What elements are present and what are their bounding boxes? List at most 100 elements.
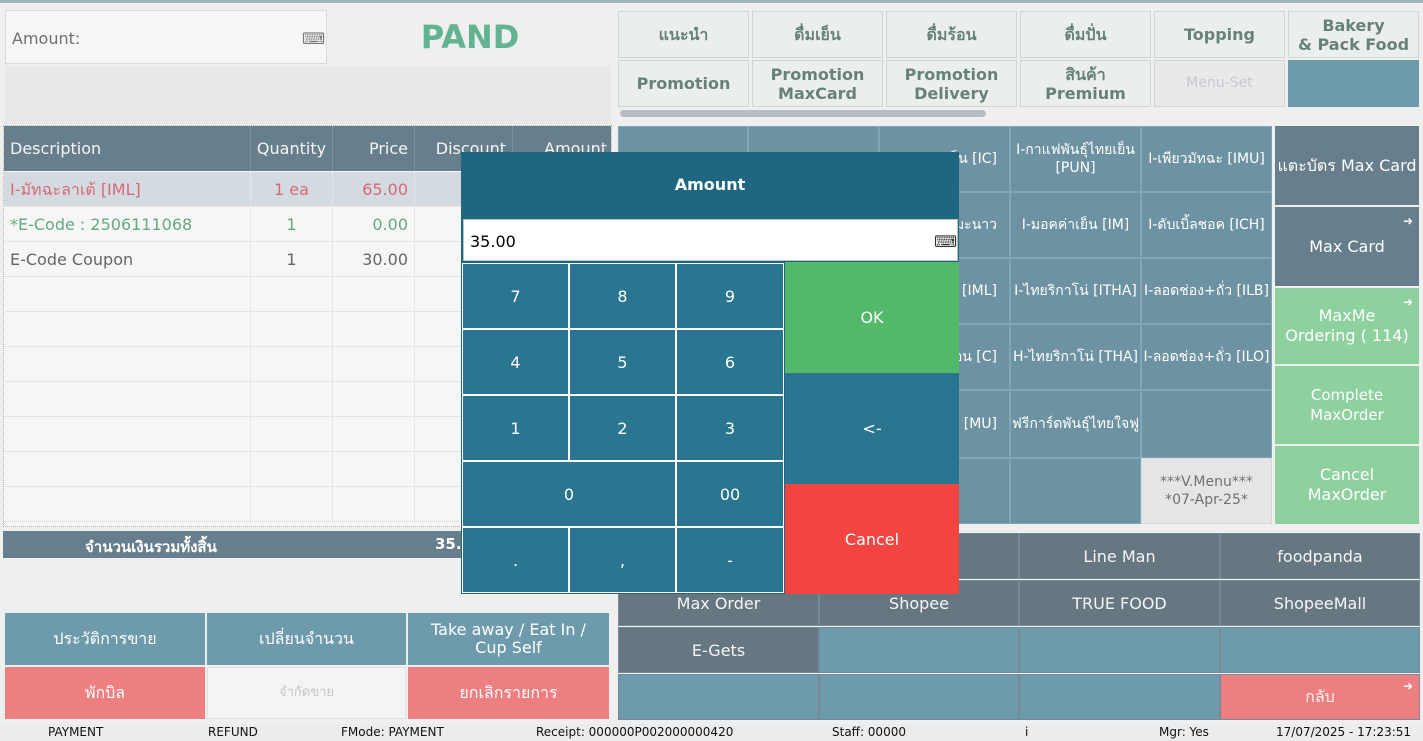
status-datetime: 17/07/2025 - 17:23:51 xyxy=(1276,725,1412,739)
backspace-button[interactable]: <- xyxy=(785,373,959,484)
amount-input-value: 35.00 xyxy=(470,232,516,251)
info-strip xyxy=(5,66,611,124)
delivery-empty[interactable] xyxy=(819,627,1019,673)
tab-frappe[interactable]: ดื่มปั่น xyxy=(1020,11,1151,58)
delivery-empty[interactable] xyxy=(618,674,819,720)
row-price: 30.00 xyxy=(333,242,415,277)
tab-menu-set[interactable]: Menu-Set xyxy=(1154,60,1285,107)
status-info: i xyxy=(1025,725,1029,739)
tap-max-card-button[interactable]: แตะบัตร Max Card xyxy=(1275,126,1419,205)
key-8[interactable]: 8 xyxy=(569,263,676,329)
status-staff: Staff: 00000 xyxy=(832,725,906,739)
menu-item[interactable]: ฟรีการ์ดพันธุ์ไทยใจฟู xyxy=(1010,390,1141,458)
max-card-button[interactable]: ➜ Max Card xyxy=(1275,207,1419,286)
takeaway-button[interactable]: Take away / Eat In / Cup Self xyxy=(408,613,609,665)
status-payment: PAYMENT xyxy=(48,725,104,739)
amount-dialog: Amount 35.00 ⌨ 7 8 9 4 5 6 1 2 3 0 00 . … xyxy=(461,152,959,594)
shopee-mall-button[interactable]: ShopeeMall xyxy=(1220,580,1420,626)
delivery-empty[interactable] xyxy=(1220,627,1420,673)
menu-item[interactable] xyxy=(1141,390,1272,458)
brand-title: PAND xyxy=(420,18,520,56)
ok-button[interactable]: OK xyxy=(785,262,959,373)
menu-item[interactable]: I-ไทยริกาโน่ [ITHA] xyxy=(1010,258,1141,324)
key-minus[interactable]: - xyxy=(676,527,784,593)
key-dot[interactable]: . xyxy=(462,527,569,593)
tab-promotion-maxcard[interactable]: Promotion MaxCard xyxy=(752,60,883,107)
status-receipt: Receipt: 000000P002000000420 xyxy=(536,725,734,739)
key-comma[interactable]: , xyxy=(569,527,676,593)
menu-item[interactable]: I-เพียวมัทฉะ [IMU] xyxy=(1141,126,1272,192)
keyboard-icon[interactable]: ⌨ xyxy=(934,232,958,251)
table-row[interactable]: *E-Code : 2506111068 1 0.00 xyxy=(4,207,611,242)
cancel-button[interactable]: Cancel xyxy=(785,484,959,594)
foodpanda-button[interactable]: foodpanda xyxy=(1220,533,1420,579)
back-button[interactable]: ➜ กลับ xyxy=(1220,674,1420,720)
version-menu-label: ***V.Menu*** *07-Apr-25* xyxy=(1141,458,1272,524)
line-man-button[interactable]: Line Man xyxy=(1019,533,1220,579)
menu-item[interactable] xyxy=(1010,458,1141,524)
amount-input[interactable]: 35.00 ⌨ xyxy=(463,219,958,261)
tab-premium[interactable]: สินค้า Premium xyxy=(1020,60,1151,107)
menu-item[interactable]: I-กาแฟพันธุ์ไทยเย็น [PUN] xyxy=(1010,126,1141,192)
keyboard-icon[interactable]: ⌨ xyxy=(302,29,326,48)
tab-promotion-delivery[interactable]: Promotion Delivery xyxy=(886,60,1017,107)
key-4[interactable]: 4 xyxy=(462,329,569,395)
menu-item[interactable]: I-ดับเบิ้ลชอค [ICH] xyxy=(1141,192,1272,258)
menu-item[interactable]: I-มอคค่าเย็น [IM] xyxy=(1010,192,1141,258)
back-label: กลับ xyxy=(1305,686,1335,706)
cancel-maxorder-button[interactable]: Cancel MaxOrder xyxy=(1275,446,1419,524)
total-label: จำนวนเงินรวมทั้งสิ้น xyxy=(85,538,217,556)
total-value: 35. xyxy=(435,535,462,553)
status-bar: PAYMENT REFUND FMode: PAYMENT Receipt: 0… xyxy=(0,724,1423,741)
row-description: E-Code Coupon xyxy=(4,242,251,277)
cancel-items-button[interactable]: ยกเลิกรายการ xyxy=(408,667,609,719)
tab-promotion[interactable]: Promotion xyxy=(618,60,749,107)
status-refund: REFUND xyxy=(208,725,258,739)
key-3[interactable]: 3 xyxy=(676,395,784,461)
row-description: I-มัทฉะลาเต้ [IML] xyxy=(4,172,251,207)
row-price: 65.00 xyxy=(333,172,415,207)
sales-history-button[interactable]: ประวัติการขาย xyxy=(5,613,205,665)
tab-cold-drinks[interactable]: ดื่มเย็น xyxy=(752,11,883,58)
complete-maxorder-button[interactable]: Complete MaxOrder xyxy=(1275,366,1419,444)
table-row[interactable]: E-Code Coupon 1 30.00 xyxy=(4,242,611,277)
key-2[interactable]: 2 xyxy=(569,395,676,461)
key-7[interactable]: 7 xyxy=(462,263,569,329)
change-quantity-button[interactable]: เปลี่ยนจำนวน xyxy=(207,613,406,665)
key-9[interactable]: 9 xyxy=(676,263,784,329)
dialog-title: Amount xyxy=(674,175,746,194)
header-quantity: Quantity xyxy=(251,126,333,171)
key-5[interactable]: 5 xyxy=(569,329,676,395)
delivery-empty[interactable] xyxy=(819,674,1019,720)
menu-item[interactable]: I-ลอดช่อง+ถั่ว [ILB] xyxy=(1141,258,1272,324)
header-price: Price xyxy=(333,126,415,171)
limit-sale-button[interactable]: จำกัดขาย xyxy=(207,667,406,719)
true-food-button[interactable]: TRUE FOOD xyxy=(1019,580,1220,626)
tab-empty[interactable] xyxy=(1288,60,1419,107)
maxme-ordering-button[interactable]: ➜ MaxMe Ordering ( 114) xyxy=(1275,288,1419,364)
key-6[interactable]: 6 xyxy=(676,329,784,395)
tab-hot-drinks[interactable]: ดื่มร้อน xyxy=(886,11,1017,58)
delivery-empty[interactable] xyxy=(1019,627,1220,673)
row-quantity: 1 ea xyxy=(251,172,333,207)
tab-topping[interactable]: Topping xyxy=(1154,11,1285,58)
top-border xyxy=(0,0,1423,3)
header-description: Description xyxy=(4,126,251,171)
key-00[interactable]: 00 xyxy=(676,461,784,527)
amount-field[interactable] xyxy=(5,10,327,64)
row-description: *E-Code : 2506111068 xyxy=(4,207,251,242)
menu-item[interactable]: H-ไทยริกาโน่ [THA] xyxy=(1010,324,1141,390)
arrow-right-icon: ➜ xyxy=(1402,214,1413,228)
tab-bakery[interactable]: Bakery & Pack Food xyxy=(1288,11,1419,58)
max-card-label: Max Card xyxy=(1309,236,1385,256)
tab-recommended[interactable]: แนะนำ xyxy=(618,11,749,58)
key-1[interactable]: 1 xyxy=(462,395,569,461)
hold-bill-button[interactable]: พักบิล xyxy=(5,667,205,719)
arrow-right-icon: ➜ xyxy=(1402,679,1413,693)
e-gets-button[interactable]: E-Gets xyxy=(618,627,819,673)
menu-item[interactable]: I-ลอดช่อง+ถั่ว [ILO] xyxy=(1141,324,1272,390)
category-scrollbar[interactable] xyxy=(620,110,986,117)
delivery-empty[interactable] xyxy=(1019,674,1220,720)
row-quantity: 1 xyxy=(251,242,333,277)
key-0[interactable]: 0 xyxy=(462,461,676,527)
